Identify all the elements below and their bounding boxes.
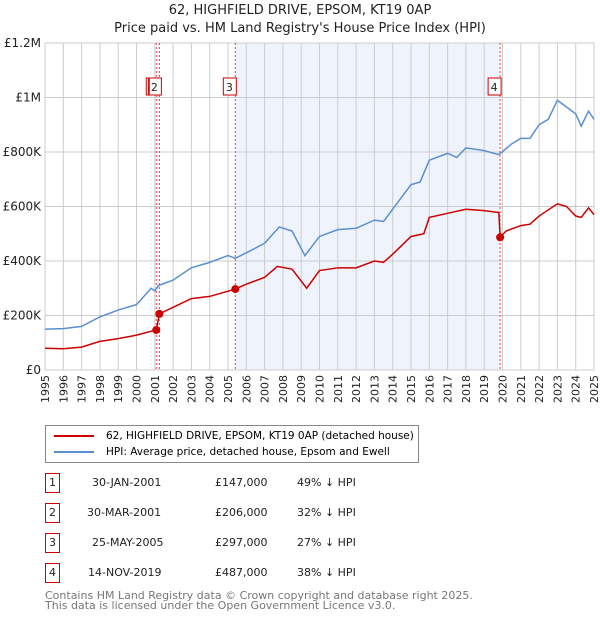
- table-row: 1 30-JAN-2001 £147,000 49% ↓ HPI: [45, 473, 445, 493]
- y-tick-label: £1M: [15, 91, 41, 105]
- y-tick-label: £400K: [3, 254, 43, 268]
- sale-point: [155, 309, 164, 318]
- sale-date: 25-MAY-2005: [92, 536, 164, 549]
- footer-line2: This data is licensed under the Open Gov…: [45, 599, 396, 612]
- x-tick-label: 2017: [442, 375, 455, 403]
- sale-label: 2: [151, 81, 158, 94]
- x-tick-label: 2021: [515, 375, 528, 403]
- sale-point: [152, 325, 161, 334]
- x-tick-label: 2019: [478, 375, 491, 403]
- legend-label-hpi: HPI: Average price, detached house, Epso…: [106, 446, 390, 458]
- sale-label-box: [487, 77, 502, 96]
- y-tick-label: £200K: [3, 309, 43, 323]
- x-tick-label: 2013: [368, 375, 381, 403]
- legend: 62, HIGHFIELD DRIVE, EPSOM, KT19 0AP (de…: [45, 425, 419, 463]
- sale-label-box-1: [145, 77, 150, 96]
- x-tick-label: 2014: [387, 375, 400, 403]
- y-tick-label: £600K: [3, 200, 43, 214]
- x-tick-label: 2001: [149, 375, 162, 403]
- sale-hpi-diff: 27% ↓ HPI: [297, 536, 356, 549]
- sale-price: £206,000: [215, 506, 268, 519]
- sale-date: 30-MAR-2001: [87, 506, 162, 519]
- x-tick-label: 2016: [423, 375, 436, 403]
- x-tick-label: 2003: [185, 375, 198, 403]
- chart-title: 62, HIGHFIELD DRIVE, EPSOM, KT19 0AP: [168, 3, 432, 18]
- x-tick-label: 2008: [277, 375, 290, 403]
- x-tick-label: 2009: [295, 375, 308, 403]
- chart-subtitle: Price paid vs. HM Land Registry's House …: [114, 21, 486, 36]
- series-line: [44, 99, 595, 330]
- x-tick-label: 2000: [131, 375, 144, 403]
- x-tick-label: 2005: [222, 375, 235, 403]
- x-tick-label: 1997: [76, 375, 89, 403]
- sale-label-box: [222, 77, 237, 96]
- x-tick-label: 2004: [204, 375, 217, 403]
- x-tick-label: 2007: [259, 375, 272, 403]
- x-tick-label: 1996: [57, 375, 70, 403]
- sale-number: 3: [45, 533, 60, 553]
- sale-label: 3: [226, 81, 233, 94]
- x-tick-label: 2025: [588, 375, 600, 403]
- sale-number: 2: [45, 503, 60, 523]
- sale-date: 30-JAN-2001: [92, 476, 162, 489]
- line-chart: 1995 1996 1997 1998 1999 2000 2001 2002 2003 2004…: [3, 36, 600, 403]
- legend-label-property: 62, HIGHFIELD DRIVE, EPSOM, KT19 0AP (de…: [106, 430, 414, 442]
- legend-swatch-blue: [54, 451, 94, 453]
- sale-number: 1: [45, 473, 60, 493]
- sale-price: £487,000: [215, 566, 268, 579]
- x-tick-label: 1995: [39, 375, 52, 403]
- sale-price: £297,000: [215, 536, 268, 549]
- sale-date: 14-NOV-2019: [88, 566, 162, 579]
- x-tick-label: 2022: [533, 375, 546, 403]
- legend-swatch-red: [54, 435, 94, 437]
- sale-price: £147,000: [215, 476, 268, 489]
- sale-point: [231, 285, 240, 294]
- x-tick-label: 2006: [240, 375, 253, 403]
- sale-point: [496, 233, 505, 242]
- x-tick-label: 2002: [167, 375, 180, 403]
- sale-number: 4: [45, 563, 60, 583]
- x-tick-label: 2020: [497, 375, 510, 403]
- x-tick-label: 1999: [112, 375, 125, 403]
- x-tick-label: 2011: [332, 375, 345, 403]
- y-tick-label: £800K: [3, 145, 43, 159]
- x-tick-label: 2024: [570, 375, 583, 403]
- table-row: 3 25-MAY-2005 £297,000 27% ↓ HPI: [45, 533, 445, 553]
- table-row: 4 14-NOV-2019 £487,000 38% ↓ HPI: [45, 563, 445, 583]
- x-tick-label: 1998: [94, 375, 107, 403]
- footer-line1: Contains HM Land Registry data © Crown c…: [45, 589, 473, 602]
- sale-label: 4: [491, 81, 498, 94]
- x-tick-label: 2015: [405, 375, 418, 403]
- sale-hpi-diff: 38% ↓ HPI: [297, 566, 356, 579]
- sale-hpi-diff: 32% ↓ HPI: [297, 506, 356, 519]
- y-tick-label: £0: [26, 363, 41, 377]
- x-tick-label: 2018: [460, 375, 473, 403]
- y-tick-label: £1.2M: [4, 36, 41, 50]
- sale-hpi-diff: 49% ↓ HPI: [297, 476, 356, 489]
- x-tick-label: 2023: [551, 375, 564, 403]
- x-tick-label: 2012: [350, 375, 363, 403]
- sale-label-box: [147, 77, 162, 96]
- series-line: [44, 202, 595, 350]
- x-tick-label: 2010: [314, 375, 327, 403]
- table-row: 2 30-MAR-2001 £206,000 32% ↓ HPI: [45, 503, 445, 523]
- plot-frame: [44, 42, 595, 371]
